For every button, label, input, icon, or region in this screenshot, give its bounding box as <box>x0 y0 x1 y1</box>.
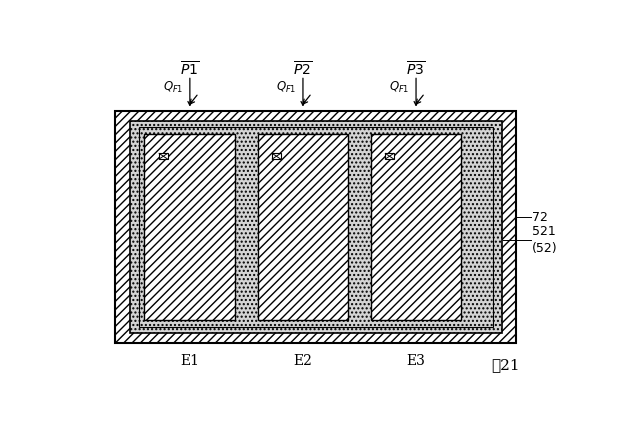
Text: $\overline{P1}$: $\overline{P1}$ <box>180 61 200 79</box>
Text: E2: E2 <box>294 354 312 368</box>
Bar <box>115 111 516 343</box>
Bar <box>129 121 502 333</box>
Bar <box>145 134 236 320</box>
Bar <box>272 154 280 159</box>
Text: 72: 72 <box>532 211 548 224</box>
Text: E1: E1 <box>180 354 200 368</box>
Text: $\overline{P3}$: $\overline{P3}$ <box>406 61 426 79</box>
Bar <box>371 134 461 320</box>
Bar <box>257 134 348 320</box>
Text: $Q_{F1}$: $Q_{F1}$ <box>276 80 296 95</box>
Bar <box>159 154 168 159</box>
Text: $Q_{F1}$: $Q_{F1}$ <box>388 80 409 95</box>
Text: $Q_{F1}$: $Q_{F1}$ <box>163 80 183 95</box>
Text: 囲21: 囲21 <box>492 359 520 372</box>
Bar <box>138 127 493 327</box>
Text: E3: E3 <box>406 354 426 368</box>
Bar <box>385 154 394 159</box>
Text: 521
(52): 521 (52) <box>532 225 558 255</box>
Text: $\overline{P2}$: $\overline{P2}$ <box>293 61 312 79</box>
